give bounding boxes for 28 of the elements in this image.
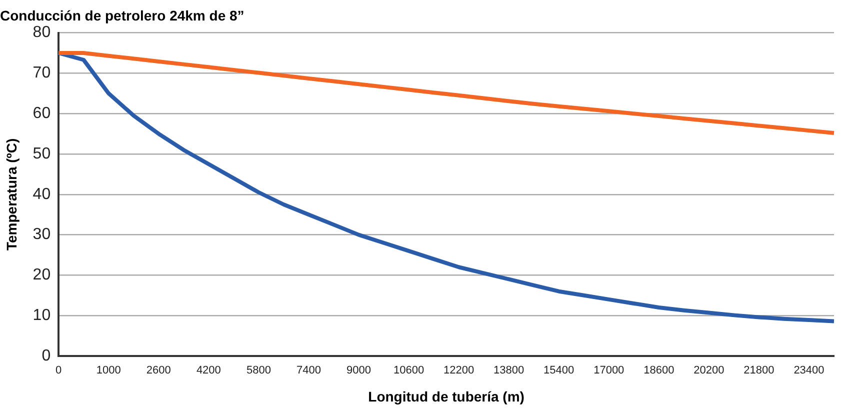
y-tick-label: 30 xyxy=(32,226,51,244)
chart-title: Conducción de petrolero 24km de 8” xyxy=(0,7,244,24)
x-tick-label: 1000 xyxy=(96,364,121,377)
x-tick-label: 20200 xyxy=(694,364,724,377)
x-tick-label: 2600 xyxy=(146,364,171,377)
x-tick-label: 5800 xyxy=(246,364,271,377)
x-tick-label: 10600 xyxy=(393,364,424,377)
x-tick-label: 7400 xyxy=(296,364,321,377)
x-tick-label: 15400 xyxy=(544,364,574,377)
x-tick-label: 12200 xyxy=(444,364,474,377)
y-tick-label: 0 xyxy=(42,347,51,364)
x-tick-label: 13800 xyxy=(494,364,524,377)
y-tick-label: 10 xyxy=(32,307,51,324)
x-tick-label: 0 xyxy=(56,364,62,377)
x-tick-label: 17000 xyxy=(594,364,624,377)
y-tick-label: 60 xyxy=(32,105,51,122)
y-tick-label: 50 xyxy=(32,145,51,162)
y-tick-label: 70 xyxy=(32,64,51,82)
x-tick-label: 23400 xyxy=(794,364,824,377)
x-tick-label: 9000 xyxy=(346,364,371,377)
x-tick-label: 4200 xyxy=(196,364,221,377)
y-tick-label: 20 xyxy=(32,266,51,284)
y-tick-label: 40 xyxy=(32,186,51,203)
y-tick-label: 80 xyxy=(32,24,51,42)
x-axis-title: Longitud de tubería (m) xyxy=(368,388,524,404)
x-tick-label: 21800 xyxy=(744,364,774,377)
x-tick-label: 18600 xyxy=(644,364,674,377)
y-axis-title: Temperatura (ºC) xyxy=(3,138,20,251)
